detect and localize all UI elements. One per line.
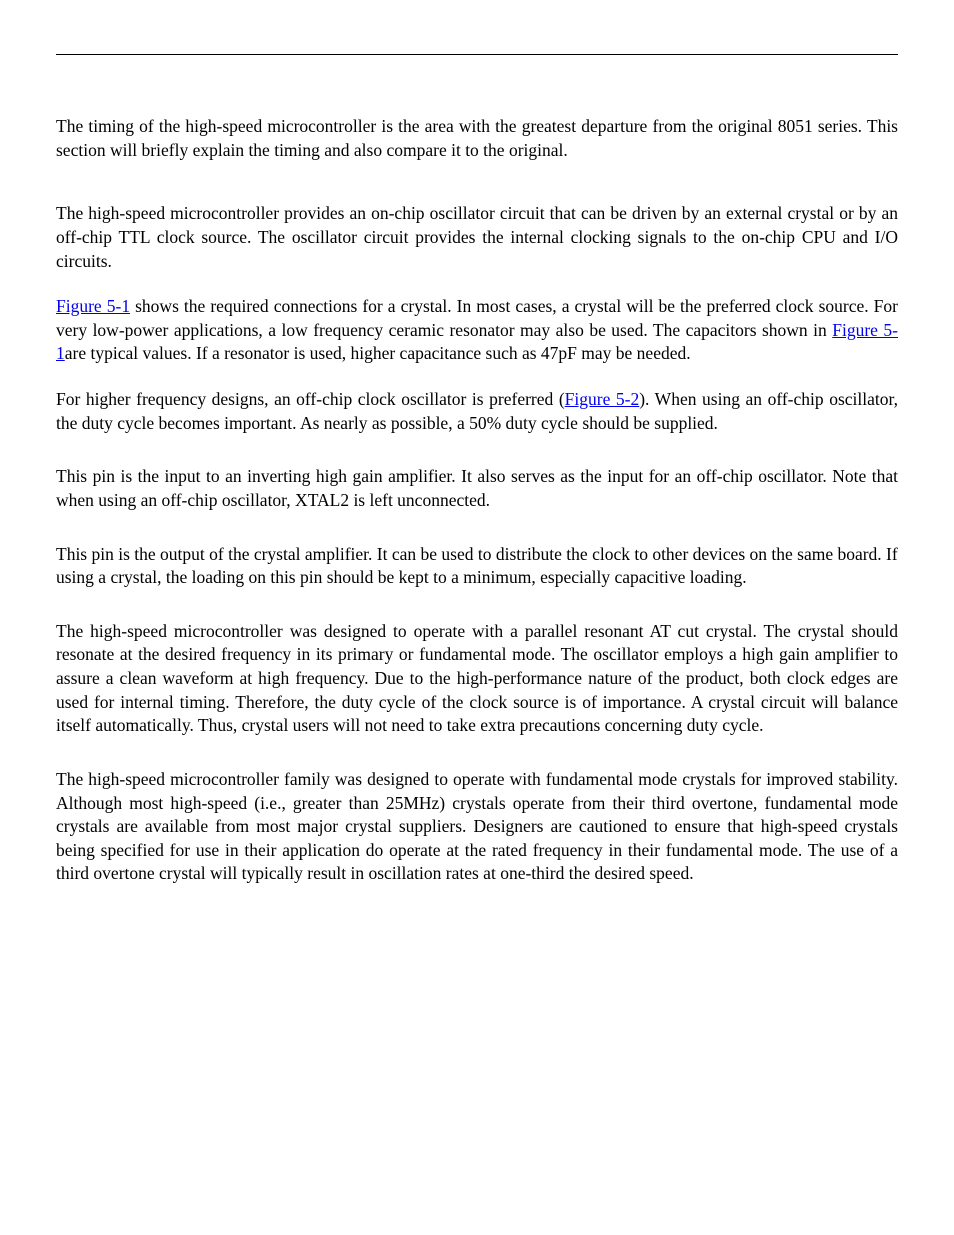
document-page: The timing of the high-speed microcontro… [0, 0, 954, 1235]
paragraph-crystal-design: The high-speed microcontroller was desig… [56, 620, 898, 738]
paragraph-crystal-connections-b: are typical values. If a resonator is us… [65, 343, 691, 363]
header-rule [56, 54, 898, 55]
paragraph-xtal1-input: This pin is the input to an inverting hi… [56, 465, 898, 512]
paragraph-intro: The timing of the high-speed microcontro… [56, 115, 898, 162]
paragraph-xtal2-output: This pin is the output of the crystal am… [56, 543, 898, 590]
paragraph-fundamental-mode: The high-speed microcontroller family wa… [56, 768, 898, 886]
paragraph-offchip-oscillator: For higher frequency designs, an off-chi… [56, 388, 898, 435]
link-figure-5-1-a[interactable]: Figure 5-1 [56, 296, 130, 316]
paragraph-oscillator-overview: The high-speed microcontroller provides … [56, 202, 898, 273]
paragraph-crystal-connections: Figure 5-1 shows the required connection… [56, 295, 898, 366]
paragraph-crystal-connections-a: shows the required connections for a cry… [56, 296, 898, 340]
link-figure-5-2[interactable]: Figure 5-2 [565, 389, 640, 409]
paragraph-offchip-a: For higher frequency designs, an off-chi… [56, 389, 565, 409]
